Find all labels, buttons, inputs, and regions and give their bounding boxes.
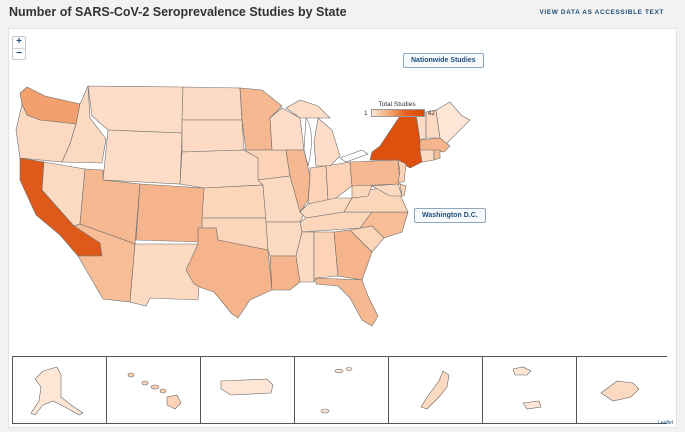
state-louisiana[interactable] (269, 255, 301, 291)
legend-title: Total Studies (378, 101, 416, 108)
accessible-text-link[interactable]: VIEW DATA AS ACCESSIBLE TEXT (539, 9, 664, 16)
inset-northern-mariana[interactable] (483, 357, 577, 423)
state-pennsylvania[interactable] (349, 159, 401, 187)
state-texas[interactable] (185, 227, 273, 319)
legend-min-label: 1 (364, 109, 368, 117)
inset-hawaii[interactable] (107, 357, 201, 423)
state-michigan[interactable] (313, 117, 341, 167)
page-title: Number of SARS-CoV-2 Seroprevalence Stud… (9, 5, 347, 19)
state-new-jersey[interactable] (397, 159, 407, 183)
lake-erie (339, 149, 369, 163)
inset-guam[interactable] (389, 357, 483, 423)
state-nebraska[interactable] (179, 149, 264, 189)
washington-dc-button[interactable]: Washington D.C. (414, 208, 486, 223)
state-michigan-up[interactable] (285, 99, 331, 119)
state-massachusetts[interactable] (419, 137, 451, 153)
puerto-rico-shape (220, 378, 274, 396)
state-north-dakota[interactable] (181, 86, 243, 121)
state-rhode-island[interactable] (433, 149, 441, 161)
inset-american-samoa[interactable] (577, 357, 670, 423)
guam-shape (420, 370, 450, 410)
state-colorado[interactable] (135, 183, 205, 243)
alaska-shape (30, 366, 84, 416)
legend-max-label: 42 (427, 109, 435, 117)
zoom-in-button[interactable]: + (16, 36, 22, 47)
state-delaware[interactable] (399, 183, 407, 197)
state-ohio[interactable] (325, 161, 353, 201)
legend: Total Studies 1 42 (364, 101, 444, 117)
state-montana[interactable] (87, 85, 184, 134)
zoom-out-button[interactable]: − (13, 48, 25, 59)
state-south-dakota[interactable] (181, 119, 245, 153)
legend-color-bar (370, 109, 425, 117)
zoom-control: + − (12, 36, 26, 60)
state-new-york[interactable] (369, 113, 423, 169)
state-connecticut[interactable] (419, 149, 435, 163)
territory-insets (12, 356, 670, 424)
state-wyoming[interactable] (102, 129, 183, 185)
virgin-islands-shape (320, 367, 353, 414)
state-alabama[interactable] (313, 231, 339, 283)
leaflet-attribution[interactable]: Leaflet (657, 420, 673, 426)
state-indiana[interactable] (307, 165, 329, 205)
state-florida[interactable] (315, 277, 379, 327)
american-samoa-shape (600, 380, 640, 402)
inset-virgin-islands[interactable] (295, 357, 389, 423)
hawaii-shape (127, 372, 182, 410)
inset-puerto-rico[interactable] (201, 357, 295, 423)
state-idaho[interactable] (61, 85, 107, 164)
northern-mariana-shape (512, 366, 542, 410)
lake-michigan (303, 117, 312, 167)
state-kansas[interactable] (201, 184, 267, 219)
nationwide-studies-button[interactable]: Nationwide Studies (403, 53, 484, 68)
inset-alaska[interactable] (13, 357, 107, 423)
state-arkansas[interactable] (265, 221, 303, 257)
